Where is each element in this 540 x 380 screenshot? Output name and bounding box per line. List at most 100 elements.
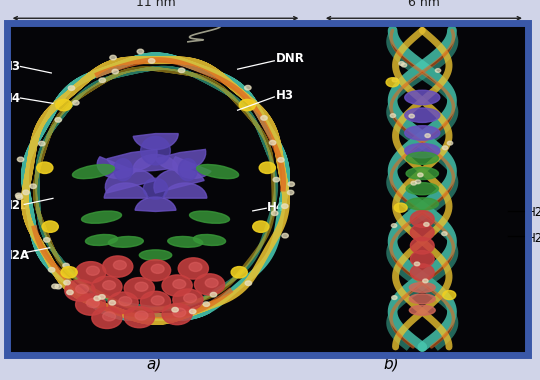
Circle shape [86,298,99,307]
Circle shape [269,140,276,145]
Circle shape [442,146,448,150]
Text: 11 nm: 11 nm [136,0,176,9]
Circle shape [92,276,122,297]
Circle shape [424,223,429,226]
Circle shape [194,274,225,295]
Wedge shape [135,197,176,211]
Circle shape [190,309,196,314]
Circle shape [245,86,251,90]
Ellipse shape [405,108,440,122]
Circle shape [401,63,407,67]
Ellipse shape [406,198,438,210]
Circle shape [184,293,197,302]
Circle shape [281,204,288,208]
Circle shape [205,278,218,287]
Circle shape [103,280,116,290]
Circle shape [17,157,24,162]
Circle shape [55,284,62,289]
Wedge shape [104,183,147,198]
Circle shape [173,308,186,317]
Circle shape [414,262,420,266]
Circle shape [103,312,116,321]
Circle shape [178,68,185,73]
Wedge shape [133,155,178,172]
Ellipse shape [114,158,133,180]
Circle shape [253,221,269,232]
Wedge shape [97,157,136,178]
Circle shape [423,279,428,283]
Ellipse shape [405,90,440,105]
Circle shape [189,262,202,271]
Circle shape [231,266,247,278]
Ellipse shape [405,126,440,140]
Circle shape [103,256,133,277]
Ellipse shape [85,234,118,245]
Circle shape [447,141,453,145]
Ellipse shape [409,306,435,315]
Ellipse shape [197,165,239,179]
Circle shape [410,264,434,280]
Circle shape [137,49,144,54]
Ellipse shape [82,211,122,223]
Ellipse shape [190,211,230,223]
Circle shape [435,69,441,73]
Circle shape [37,162,53,173]
Circle shape [392,296,397,299]
Circle shape [56,100,72,111]
Circle shape [282,233,288,238]
Ellipse shape [405,143,440,158]
Circle shape [173,279,186,289]
Ellipse shape [406,167,438,179]
Circle shape [65,280,95,301]
Circle shape [68,86,75,90]
Circle shape [140,291,171,312]
Wedge shape [156,149,206,171]
Circle shape [119,296,132,306]
Wedge shape [133,133,178,149]
Circle shape [64,280,70,285]
Circle shape [38,141,45,146]
Circle shape [112,69,118,74]
Circle shape [392,78,397,82]
Ellipse shape [409,283,435,293]
Circle shape [172,307,178,312]
Ellipse shape [179,158,198,180]
Circle shape [76,294,106,315]
Circle shape [49,268,55,272]
Circle shape [99,78,105,82]
Circle shape [390,114,396,117]
Circle shape [278,158,284,162]
Circle shape [124,306,154,328]
Ellipse shape [406,182,438,195]
Wedge shape [154,169,204,193]
Ellipse shape [144,178,168,199]
Circle shape [42,221,58,232]
Ellipse shape [139,250,172,261]
Circle shape [409,114,414,118]
Ellipse shape [168,236,202,247]
Circle shape [273,177,280,182]
Text: b): b) [384,357,399,372]
Circle shape [30,184,36,188]
Ellipse shape [72,165,114,179]
Circle shape [415,180,421,184]
Circle shape [386,78,399,87]
Circle shape [245,281,252,285]
Bar [7,23,528,355]
Circle shape [92,307,122,328]
Circle shape [288,182,294,187]
Ellipse shape [193,234,226,245]
Circle shape [124,277,154,299]
Circle shape [76,261,106,283]
Ellipse shape [406,152,438,165]
Circle shape [76,284,89,293]
Circle shape [109,301,116,305]
Circle shape [392,224,397,228]
Circle shape [63,263,69,268]
Circle shape [162,275,192,296]
Circle shape [86,266,99,275]
Circle shape [135,311,148,320]
Circle shape [162,303,192,325]
Text: H2B: H2B [3,200,30,212]
Circle shape [442,232,447,236]
